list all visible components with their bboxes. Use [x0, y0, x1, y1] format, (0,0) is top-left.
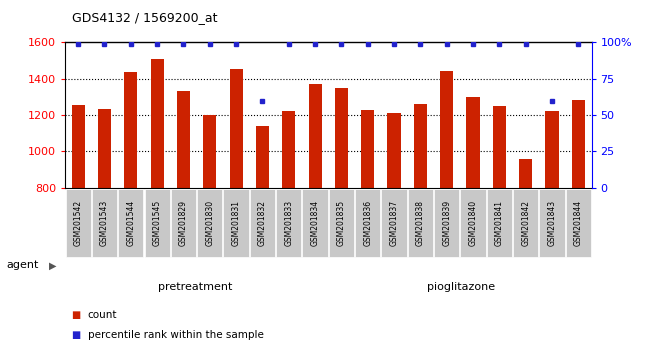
FancyBboxPatch shape: [408, 189, 433, 257]
FancyBboxPatch shape: [540, 189, 565, 257]
FancyBboxPatch shape: [329, 189, 354, 257]
FancyBboxPatch shape: [250, 189, 275, 257]
Text: GSM201840: GSM201840: [469, 200, 478, 246]
Text: GSM201830: GSM201830: [205, 200, 214, 246]
Text: pretreatment: pretreatment: [159, 282, 233, 292]
Text: pioglitazone: pioglitazone: [427, 282, 495, 292]
FancyBboxPatch shape: [355, 189, 380, 257]
Text: count: count: [88, 310, 117, 320]
Bar: [335, 88, 348, 188]
Text: GDS4132 / 1569200_at: GDS4132 / 1569200_at: [72, 11, 217, 24]
FancyBboxPatch shape: [224, 189, 249, 257]
FancyBboxPatch shape: [66, 189, 91, 257]
Bar: [203, 115, 216, 188]
FancyBboxPatch shape: [434, 189, 460, 257]
Text: ▶: ▶: [49, 261, 57, 270]
Text: GSM201829: GSM201829: [179, 200, 188, 246]
FancyBboxPatch shape: [197, 189, 222, 257]
Bar: [572, 99, 585, 188]
Bar: [98, 109, 111, 188]
Bar: [151, 59, 164, 188]
FancyBboxPatch shape: [382, 189, 407, 257]
FancyBboxPatch shape: [566, 189, 591, 257]
Text: GSM201836: GSM201836: [363, 200, 372, 246]
Text: GSM201844: GSM201844: [574, 200, 583, 246]
Bar: [282, 110, 295, 188]
Text: GSM201545: GSM201545: [153, 200, 162, 246]
Text: GSM201832: GSM201832: [258, 200, 267, 246]
Text: GSM201831: GSM201831: [231, 200, 240, 246]
Bar: [361, 110, 374, 188]
Text: GSM201835: GSM201835: [337, 200, 346, 246]
Bar: [229, 69, 242, 188]
Bar: [493, 106, 506, 188]
Text: GSM201837: GSM201837: [389, 200, 398, 246]
Text: GSM201843: GSM201843: [547, 200, 556, 246]
FancyBboxPatch shape: [144, 189, 170, 257]
FancyBboxPatch shape: [118, 189, 144, 257]
Bar: [414, 104, 427, 188]
Text: GSM201839: GSM201839: [442, 200, 451, 246]
Text: GSM201833: GSM201833: [284, 200, 293, 246]
FancyBboxPatch shape: [513, 189, 538, 257]
Text: GSM201834: GSM201834: [311, 200, 320, 246]
Text: GSM201542: GSM201542: [73, 200, 83, 246]
Bar: [467, 97, 480, 188]
Bar: [519, 159, 532, 188]
FancyBboxPatch shape: [487, 189, 512, 257]
Text: GSM201841: GSM201841: [495, 200, 504, 246]
Bar: [309, 84, 322, 188]
Text: GSM201838: GSM201838: [416, 200, 425, 246]
FancyBboxPatch shape: [302, 189, 328, 257]
Text: ■: ■: [72, 330, 81, 341]
Text: GSM201543: GSM201543: [100, 200, 109, 246]
Text: ■: ■: [72, 310, 81, 320]
Bar: [440, 70, 453, 188]
Text: GSM201842: GSM201842: [521, 200, 530, 246]
Bar: [387, 113, 400, 188]
Bar: [177, 91, 190, 188]
FancyBboxPatch shape: [276, 189, 302, 257]
Bar: [256, 126, 269, 188]
Text: percentile rank within the sample: percentile rank within the sample: [88, 330, 264, 341]
Text: GSM201544: GSM201544: [126, 200, 135, 246]
Text: agent: agent: [6, 261, 39, 270]
FancyBboxPatch shape: [460, 189, 486, 257]
Bar: [72, 104, 84, 188]
FancyBboxPatch shape: [92, 189, 117, 257]
FancyBboxPatch shape: [171, 189, 196, 257]
Bar: [124, 72, 137, 188]
Bar: [545, 110, 558, 188]
